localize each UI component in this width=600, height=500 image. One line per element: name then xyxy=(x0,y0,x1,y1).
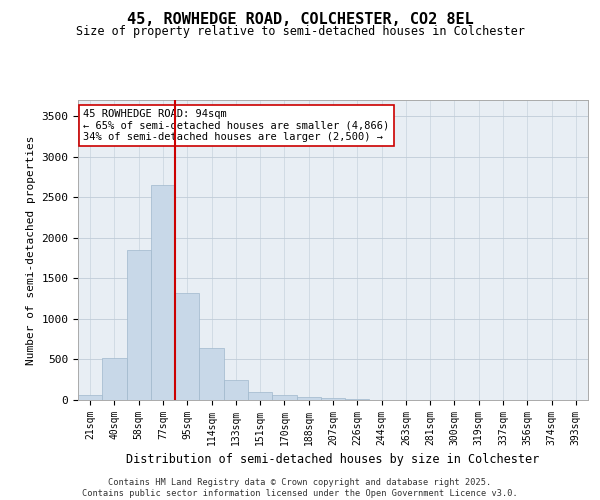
Text: 45, ROWHEDGE ROAD, COLCHESTER, CO2 8EL: 45, ROWHEDGE ROAD, COLCHESTER, CO2 8EL xyxy=(127,12,473,28)
Bar xyxy=(321,398,345,400)
Bar xyxy=(345,399,370,400)
Y-axis label: Number of semi-detached properties: Number of semi-detached properties xyxy=(26,135,36,365)
Bar xyxy=(224,380,248,400)
Bar xyxy=(272,395,296,400)
Bar xyxy=(78,395,102,400)
Text: Size of property relative to semi-detached houses in Colchester: Size of property relative to semi-detach… xyxy=(76,25,524,38)
Text: Contains HM Land Registry data © Crown copyright and database right 2025.
Contai: Contains HM Land Registry data © Crown c… xyxy=(82,478,518,498)
Bar xyxy=(296,397,321,400)
Bar xyxy=(151,185,175,400)
Bar xyxy=(102,358,127,400)
Text: 45 ROWHEDGE ROAD: 94sqm
← 65% of semi-detached houses are smaller (4,866)
34% of: 45 ROWHEDGE ROAD: 94sqm ← 65% of semi-de… xyxy=(83,109,389,142)
X-axis label: Distribution of semi-detached houses by size in Colchester: Distribution of semi-detached houses by … xyxy=(127,454,539,466)
Bar xyxy=(127,250,151,400)
Bar xyxy=(248,392,272,400)
Bar xyxy=(199,348,224,400)
Bar xyxy=(175,293,199,400)
